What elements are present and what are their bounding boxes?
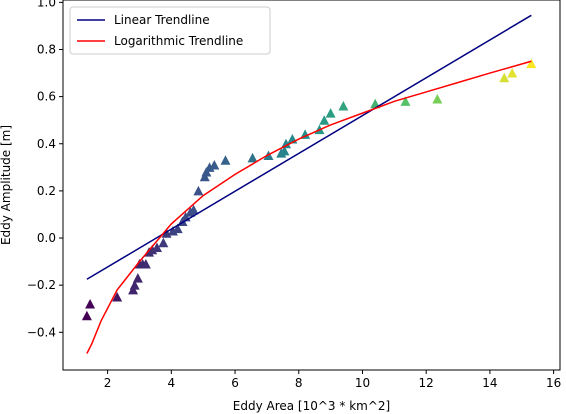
legend: Linear Trendline Logarithmic Trendline: [69, 6, 271, 55]
data-point: [325, 108, 336, 118]
y-tick-label: 0.8: [37, 42, 56, 56]
x-tick-label: 4: [168, 376, 176, 390]
data-point: [338, 101, 349, 111]
y-tick-label: 1.0: [37, 0, 56, 9]
data-point: [319, 115, 330, 125]
y-axis-label: Eddy Amplitude [m]: [0, 125, 13, 245]
y-tick-label: −0.2: [27, 278, 56, 292]
x-tick-label: 6: [231, 376, 239, 390]
data-point: [112, 291, 123, 302]
data-point: [81, 310, 92, 321]
x-axis-label: Eddy Area [10^3 * km^2]: [233, 399, 390, 413]
data-point: [400, 96, 411, 106]
y-axis-ticks: −0.4 −0.2 0.0 0.2 0.4 0.6 0.8 1.0: [27, 0, 63, 339]
data-point: [132, 273, 143, 283]
legend-label-logarithmic: Logarithmic Trendline: [114, 34, 243, 48]
logarithmic-trendline: [86, 60, 532, 354]
data-points: [81, 58, 537, 321]
data-point: [499, 72, 510, 83]
data-point: [140, 258, 151, 269]
y-tick-label: −0.4: [27, 325, 56, 339]
legend-label-linear: Linear Trendline: [114, 13, 210, 27]
y-tick-label: 0.6: [37, 90, 56, 104]
data-point: [158, 237, 169, 248]
data-point: [432, 93, 443, 104]
trendlines: [86, 14, 532, 354]
y-tick-label: 0.2: [37, 184, 56, 198]
y-tick-label: 0.0: [37, 231, 56, 245]
x-tick-label: 16: [546, 376, 561, 390]
x-axis-ticks: 2 4 6 8 10 12 14 16: [104, 370, 561, 390]
data-point: [281, 138, 292, 149]
data-point: [300, 129, 311, 139]
data-point: [209, 159, 220, 170]
data-point: [279, 145, 290, 156]
data-point: [129, 280, 140, 290]
plot-frame: [62, 0, 561, 371]
data-point: [507, 68, 518, 78]
data-point: [526, 58, 537, 69]
x-tick-label: 2: [104, 376, 112, 390]
data-point: [247, 152, 258, 163]
data-point: [85, 299, 96, 309]
x-tick-label: 8: [295, 376, 303, 390]
x-tick-label: 14: [482, 376, 497, 390]
x-tick-label: 12: [419, 376, 434, 390]
y-tick-label: 0.4: [37, 137, 56, 151]
legend-box: [69, 6, 271, 55]
x-tick-label: 10: [355, 376, 370, 390]
data-point: [151, 242, 162, 252]
data-point: [193, 185, 204, 196]
data-point: [188, 204, 199, 215]
linear-trendline: [86, 14, 532, 280]
data-point: [172, 223, 183, 234]
data-point: [220, 155, 231, 165]
